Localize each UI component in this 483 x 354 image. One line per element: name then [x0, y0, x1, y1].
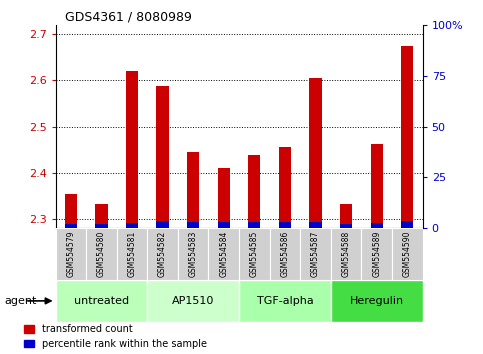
Bar	[178, 228, 209, 280]
Bar	[156, 221, 169, 228]
Bar	[401, 46, 413, 228]
Bar	[156, 86, 169, 228]
Text: GSM554580: GSM554580	[97, 231, 106, 277]
Text: agent: agent	[5, 296, 37, 306]
Bar	[392, 228, 423, 280]
Text: untreated: untreated	[74, 296, 129, 306]
Text: GSM554579: GSM554579	[66, 231, 75, 278]
Bar	[187, 222, 199, 228]
Bar	[117, 228, 147, 280]
Text: GSM554583: GSM554583	[189, 231, 198, 277]
Text: GSM554589: GSM554589	[372, 231, 381, 277]
Bar	[147, 280, 239, 322]
Bar	[370, 223, 383, 228]
Bar	[239, 228, 270, 280]
Text: TGF-alpha: TGF-alpha	[256, 296, 313, 306]
Bar	[56, 280, 147, 322]
Bar	[65, 194, 77, 228]
Text: GSM554586: GSM554586	[281, 231, 289, 277]
Bar	[187, 152, 199, 228]
Bar	[209, 228, 239, 280]
Bar	[310, 78, 322, 228]
Bar	[370, 144, 383, 228]
Text: GSM554588: GSM554588	[341, 231, 351, 277]
Text: GSM554587: GSM554587	[311, 231, 320, 277]
Text: Heregulin: Heregulin	[350, 296, 404, 306]
Bar	[331, 228, 361, 280]
Bar	[239, 280, 331, 322]
Bar	[147, 228, 178, 280]
Bar	[270, 228, 300, 280]
Bar	[218, 168, 230, 228]
Text: GSM554584: GSM554584	[219, 231, 228, 277]
Bar	[86, 228, 117, 280]
Bar	[340, 224, 352, 228]
Legend: transformed count, percentile rank within the sample: transformed count, percentile rank withi…	[24, 324, 207, 349]
Bar	[126, 71, 138, 228]
Bar	[331, 280, 423, 322]
Text: AP1510: AP1510	[172, 296, 214, 306]
Bar	[95, 204, 108, 228]
Bar	[126, 223, 138, 228]
Text: GSM554582: GSM554582	[158, 231, 167, 277]
Text: GSM554590: GSM554590	[403, 231, 412, 278]
Bar	[248, 155, 260, 228]
Bar	[300, 228, 331, 280]
Bar	[361, 228, 392, 280]
Bar	[95, 224, 108, 228]
Bar	[401, 221, 413, 228]
Text: GSM554581: GSM554581	[128, 231, 137, 277]
Text: GSM554585: GSM554585	[250, 231, 259, 277]
Text: GDS4361 / 8080989: GDS4361 / 8080989	[65, 11, 192, 24]
Bar	[279, 147, 291, 228]
Bar	[310, 222, 322, 228]
Bar	[218, 222, 230, 228]
Bar	[279, 222, 291, 228]
Bar	[340, 204, 352, 228]
Bar	[248, 222, 260, 228]
Bar	[56, 228, 86, 280]
Bar	[65, 224, 77, 228]
